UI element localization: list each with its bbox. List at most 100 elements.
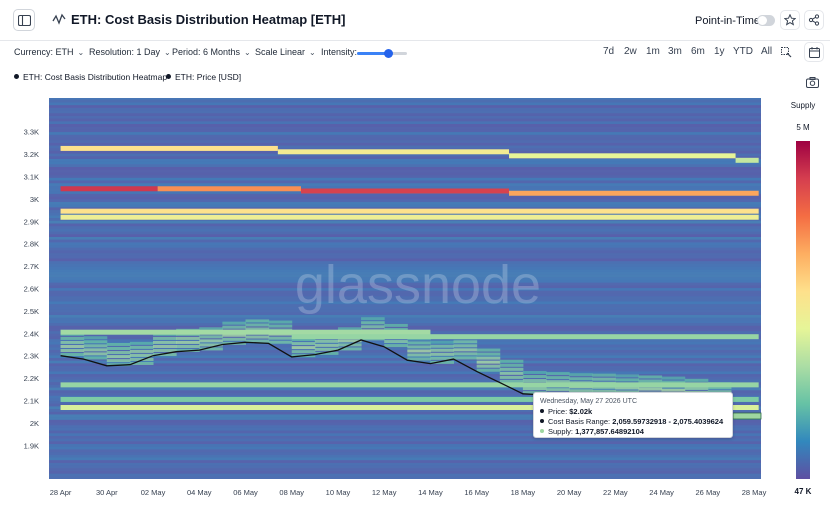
heatmap-cell bbox=[49, 250, 761, 254]
heatmap-cell bbox=[245, 323, 270, 327]
heatmap-cell bbox=[49, 279, 761, 283]
heatmap-cell bbox=[49, 99, 761, 103]
plot-area: glassnode bbox=[49, 98, 761, 479]
camera-icon[interactable] bbox=[806, 77, 819, 88]
share-icon bbox=[808, 14, 820, 26]
scale-select[interactable]: Scale Linear ⌄ bbox=[255, 47, 316, 57]
heatmap-cell bbox=[49, 444, 761, 447]
heatmap-cell bbox=[49, 411, 761, 415]
heatmap-cell bbox=[407, 341, 431, 345]
heatmap-cell bbox=[49, 452, 761, 455]
heatmap-cell bbox=[499, 359, 524, 363]
legend-item-price[interactable]: ETH: Price [USD] bbox=[166, 72, 241, 82]
heatmap-cell bbox=[49, 306, 761, 310]
x-tick-label: 30 Apr bbox=[96, 488, 118, 497]
colorbar-min-label: 47 K bbox=[795, 487, 812, 496]
tooltip-supply-value: 1,377,857.64892104 bbox=[575, 427, 644, 436]
heatmap-cell bbox=[49, 438, 761, 442]
heatmap-cell bbox=[49, 417, 761, 420]
point-in-time-toggle[interactable] bbox=[757, 15, 775, 26]
favorite-button[interactable] bbox=[780, 10, 800, 30]
x-tick-label: 22 May bbox=[603, 488, 628, 497]
heatmap-cell bbox=[49, 121, 761, 124]
intensity-slider[interactable] bbox=[357, 49, 407, 58]
heatmap-cell bbox=[176, 340, 200, 344]
heatmap-cell bbox=[49, 341, 761, 345]
y-tick-label: 2.5K bbox=[24, 307, 39, 316]
heatmap-cell bbox=[684, 386, 709, 390]
heatmap-cell bbox=[407, 349, 431, 353]
heatmap-band bbox=[60, 329, 431, 335]
heatmap-cell bbox=[49, 435, 761, 439]
heatmap-cell bbox=[49, 247, 761, 251]
heatmap-cell bbox=[49, 425, 761, 428]
tooltip-range-value: 2,059.59732918 - 2,075.4039624 bbox=[612, 417, 724, 426]
heatmap-cell bbox=[638, 379, 663, 383]
legend-item-heatmap[interactable]: ETH: Cost Basis Distribution Heatmap bbox=[14, 72, 167, 82]
heatmap-cell bbox=[291, 338, 316, 342]
heatmap-cell bbox=[49, 220, 761, 224]
heatmap-cell bbox=[337, 339, 362, 343]
intensity-slider-handle[interactable] bbox=[384, 49, 393, 58]
heatmap-cell bbox=[49, 320, 761, 324]
y-tick-label: 3.3K bbox=[24, 128, 39, 137]
range-2w-button[interactable]: 2w bbox=[624, 46, 637, 57]
resolution-select[interactable]: Resolution: 1 Day ⌄ bbox=[89, 47, 171, 57]
heatmap-cell bbox=[268, 320, 293, 324]
heatmap-cell bbox=[83, 348, 108, 352]
range-1y-button[interactable]: 1y bbox=[714, 46, 725, 57]
heatmap-band bbox=[60, 396, 759, 402]
resolution-value: Resolution: 1 Day bbox=[89, 47, 161, 57]
heatmap-cell bbox=[707, 390, 732, 394]
heatmap-cell bbox=[430, 356, 455, 360]
heatmap-cell bbox=[49, 201, 761, 205]
heatmap-cell bbox=[476, 348, 501, 352]
x-tick-label: 24 May bbox=[649, 488, 674, 497]
y-tick-label: 2.1K bbox=[24, 397, 39, 406]
y-tick-label: 2.8K bbox=[24, 240, 39, 249]
heatmap-cell bbox=[222, 337, 246, 341]
range-3m-button[interactable]: 3m bbox=[668, 46, 682, 57]
sidebar-toggle-button[interactable] bbox=[13, 9, 35, 31]
range-all-button[interactable]: All bbox=[761, 46, 773, 57]
heatmap-cell bbox=[499, 375, 524, 379]
heatmap-cell bbox=[60, 336, 85, 340]
heatmap-cell bbox=[176, 344, 200, 348]
x-tick-label: 12 May bbox=[372, 488, 397, 497]
heatmap-cell bbox=[430, 340, 455, 344]
heatmap-cell bbox=[49, 123, 761, 127]
currency-select[interactable]: Currency: ETH ⌄ bbox=[14, 47, 84, 57]
heatmap-cell bbox=[49, 245, 761, 248]
heatmap-cell bbox=[499, 379, 524, 383]
line-chart-icon bbox=[52, 13, 66, 25]
y-tick-label: 2.2K bbox=[24, 374, 39, 383]
x-tick-label: 08 May bbox=[279, 488, 304, 497]
legend-label: ETH: Price [USD] bbox=[175, 72, 242, 82]
heatmap-cell bbox=[245, 319, 270, 323]
heatmap-cell bbox=[49, 231, 761, 235]
heatmap-cell bbox=[49, 132, 761, 135]
heatmap-cell bbox=[476, 368, 501, 372]
top-bar: ETH: Cost Basis Distribution Heatmap [ET… bbox=[0, 0, 830, 41]
heatmap-cell bbox=[384, 340, 408, 344]
range-7d-button[interactable]: 7d bbox=[603, 46, 615, 57]
range-6m-button[interactable]: 6m bbox=[691, 46, 705, 57]
heatmap-cell bbox=[384, 323, 408, 327]
range-1m-button[interactable]: 1m bbox=[646, 46, 660, 57]
share-button[interactable] bbox=[804, 10, 824, 30]
heatmap-cell bbox=[245, 339, 270, 343]
heatmap-cell bbox=[49, 414, 761, 418]
heatmap-cell bbox=[199, 335, 223, 339]
range-ytd-button[interactable]: YTD bbox=[733, 46, 753, 57]
heatmap-cell bbox=[49, 460, 761, 463]
heatmap-cell bbox=[49, 449, 761, 453]
heatmap-cell bbox=[106, 346, 131, 350]
heatmap-cell bbox=[49, 107, 761, 111]
y-tick-label: 2.6K bbox=[24, 285, 39, 294]
period-select[interactable]: Period: 6 Months ⌄ bbox=[172, 47, 251, 57]
heatmap-chart[interactable]: glassnode 3.3K 3.2K 3.1K 3K 2.9K 2.8K 2.7K 2.6K… bbox=[0, 90, 830, 511]
zoom-select-icon[interactable] bbox=[781, 47, 792, 58]
heatmap-cell bbox=[384, 327, 408, 331]
calendar-button[interactable] bbox=[804, 42, 824, 62]
currency-value: Currency: ETH bbox=[14, 47, 74, 57]
